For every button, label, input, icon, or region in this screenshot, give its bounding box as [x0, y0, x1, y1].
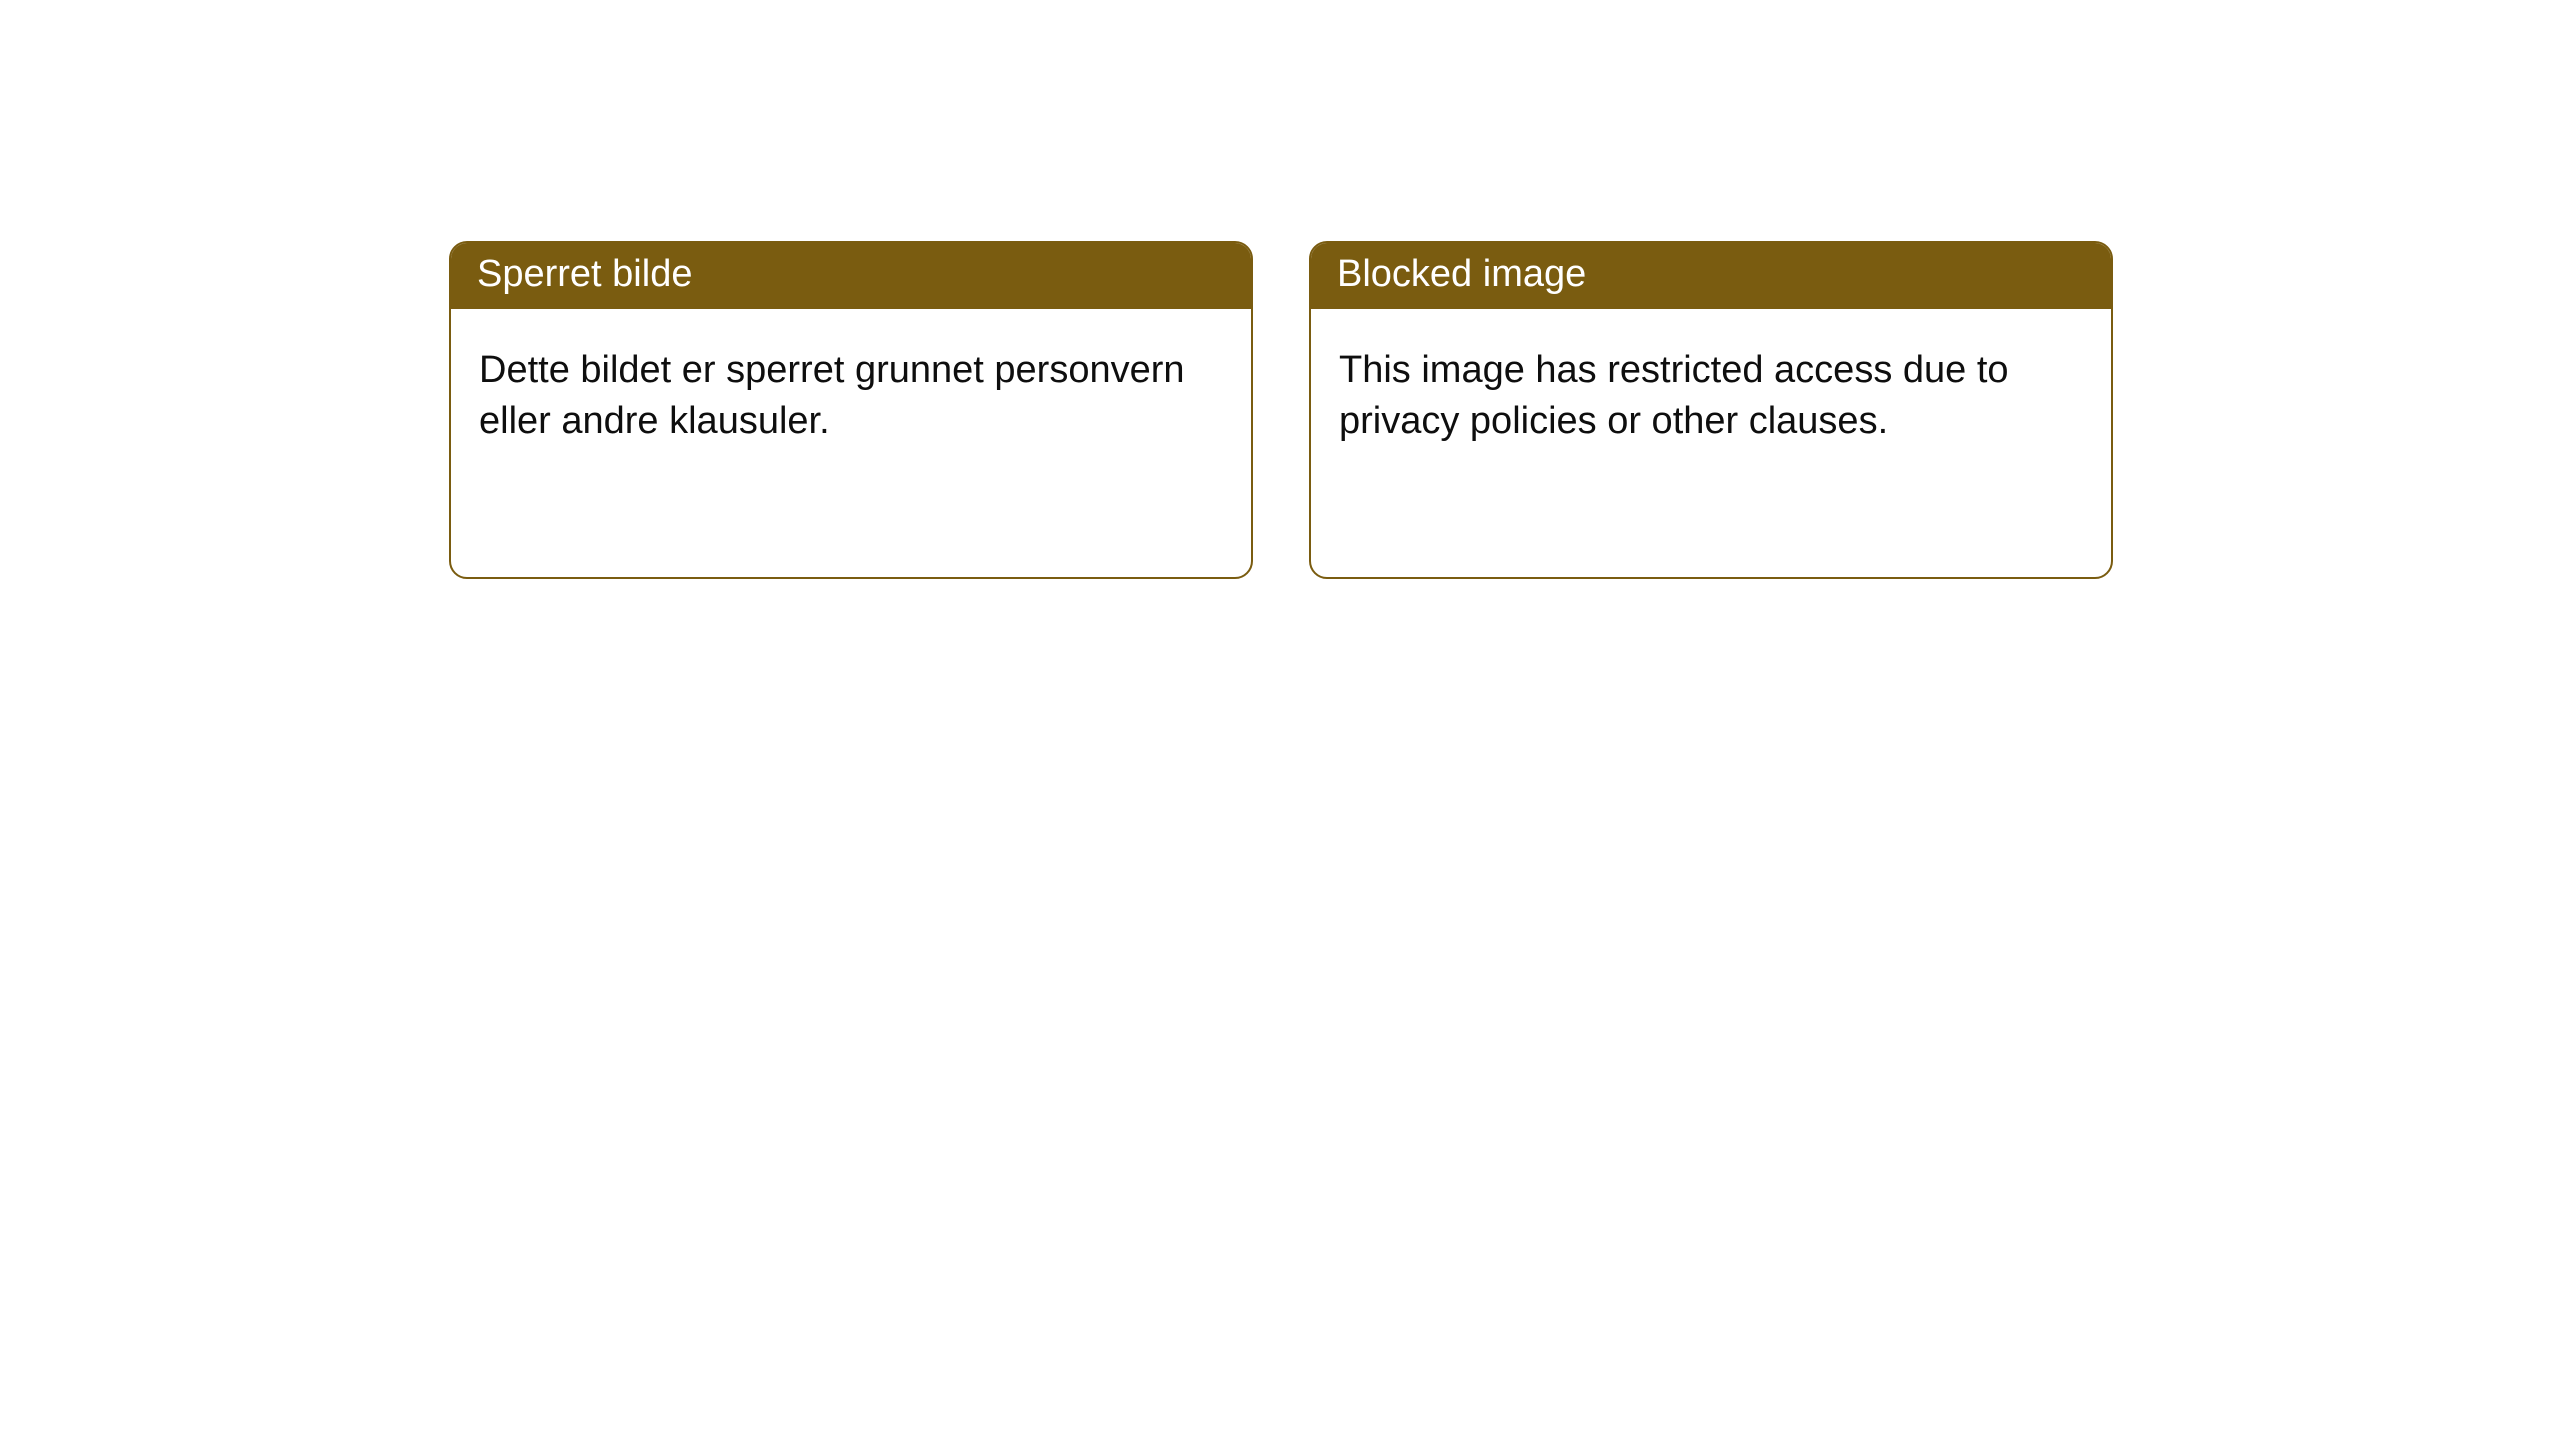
- blocked-image-card-norwegian: Sperret bilde Dette bildet er sperret gr…: [449, 241, 1253, 579]
- card-body-text: Dette bildet er sperret grunnet personve…: [479, 349, 1185, 442]
- card-body-english: This image has restricted access due to …: [1311, 309, 2111, 476]
- card-body-norwegian: Dette bildet er sperret grunnet personve…: [451, 309, 1251, 476]
- card-header-norwegian: Sperret bilde: [451, 243, 1251, 309]
- notice-container: Sperret bilde Dette bildet er sperret gr…: [0, 0, 2560, 579]
- card-header-english: Blocked image: [1311, 243, 2111, 309]
- card-title: Blocked image: [1337, 253, 1586, 295]
- card-title: Sperret bilde: [477, 253, 692, 295]
- card-body-text: This image has restricted access due to …: [1339, 349, 2009, 442]
- blocked-image-card-english: Blocked image This image has restricted …: [1309, 241, 2113, 579]
